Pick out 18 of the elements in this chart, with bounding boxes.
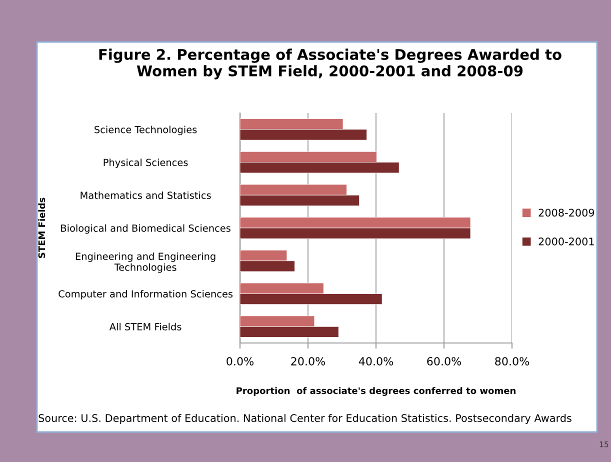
x-axis-title: Proportion of associate's degrees conferred to women	[236, 387, 516, 396]
y-tick-label: Computer and Information Sciences	[58, 290, 233, 300]
y-tick-label: Biological and Biomedical Sciences	[61, 224, 230, 234]
y-tick-label: Engineering and Engineering Technologies	[76, 252, 216, 273]
x-tick-label: 0.0%	[226, 357, 254, 366]
x-tick-label: 60.0%	[427, 357, 462, 366]
y-tick-label: All STEM Fields	[109, 322, 182, 330]
source-note: Source: U.S. Department of Education. National Center for Education Statistics. Postsecondary Awards	[38, 414, 572, 424]
y-tick-label: Mathematics and Statistics	[80, 191, 211, 199]
legend-label: 2000-2001	[538, 238, 594, 246]
legend-label: 2008-2009	[538, 208, 594, 217]
chart-title: Figure 2. Percentage of Associate's Degrees Awarded to Women by STEM Field, 2000-2001 and 2008-09	[99, 48, 562, 80]
y-tick-label: Science Technologies	[94, 126, 197, 136]
x-tick-label: 80.0%	[495, 357, 530, 366]
y-tick-label: Physical Sciences	[104, 158, 188, 168]
x-tick-label: 20.0%	[291, 357, 326, 366]
x-tick-label: 40.0%	[358, 357, 394, 366]
y-axis-title: STEM Fields	[38, 198, 46, 258]
